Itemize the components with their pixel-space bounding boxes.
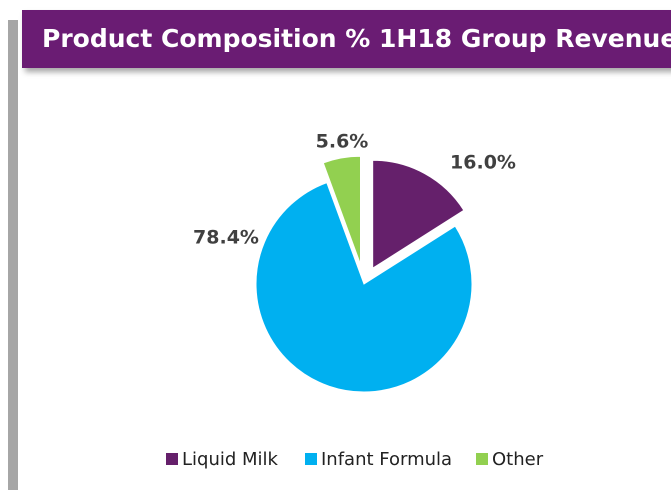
data-label: 5.6% — [316, 131, 369, 153]
chart-title: Product Composition % 1H18 Group Revenue — [42, 24, 671, 53]
legend: Liquid Milk Infant Formula Other — [166, 449, 544, 470]
pie-slice — [322, 155, 361, 265]
side-bar — [8, 20, 18, 490]
legend-swatch — [305, 453, 317, 465]
legend-label: Other — [492, 449, 544, 470]
data-label: 16.0% — [450, 152, 516, 174]
data-label: 78.4% — [193, 227, 259, 249]
pie-slice — [372, 159, 465, 270]
header-bar — [22, 10, 671, 68]
legend-label: Liquid Milk — [182, 449, 279, 470]
pie-slice — [255, 181, 473, 393]
legend-label: Infant Formula — [321, 449, 452, 470]
legend-swatch — [166, 453, 178, 465]
legend-swatch — [476, 453, 488, 465]
pie: 16.0% 78.4% 5.6% — [193, 131, 516, 393]
